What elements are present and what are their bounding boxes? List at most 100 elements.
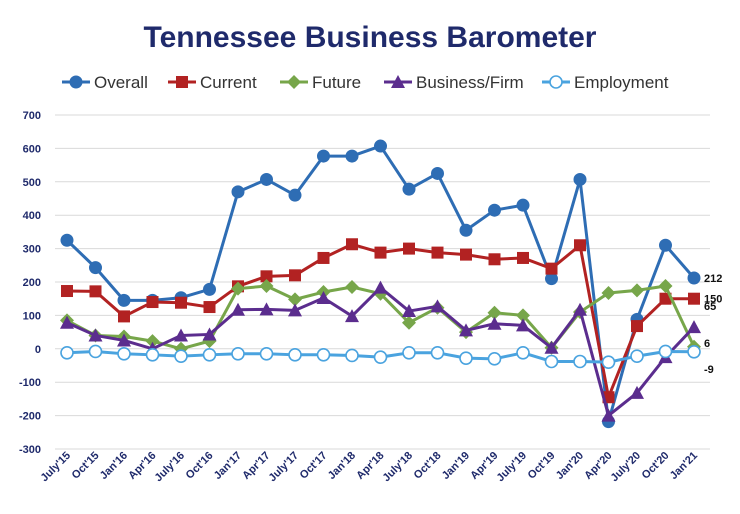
data-point-business-firm bbox=[117, 333, 131, 347]
legend-label: Current bbox=[200, 73, 257, 92]
data-point-future bbox=[516, 308, 530, 323]
x-tick-label: Oct'18 bbox=[412, 450, 444, 482]
x-tick-label: Jan'21 bbox=[668, 450, 700, 482]
data-point-business-firm bbox=[516, 318, 530, 332]
data-point-business-firm bbox=[288, 303, 302, 317]
series-group bbox=[60, 139, 701, 429]
data-point-business-firm bbox=[573, 302, 587, 316]
y-tick-label: -200 bbox=[19, 411, 41, 423]
data-point-overall bbox=[516, 198, 530, 212]
data-point-business-firm bbox=[430, 299, 445, 313]
data-point-current bbox=[374, 246, 387, 259]
legend-label: Overall bbox=[94, 73, 148, 92]
x-tick-label: Oct'20 bbox=[640, 450, 672, 482]
end-label-current: 150 bbox=[704, 294, 722, 306]
y-axis: -300 -200 -100 0 100 200 300 400 500 600 700 bbox=[19, 110, 41, 456]
x-tick-label: Jan'16 bbox=[98, 450, 130, 482]
x-tick-label: July'18 bbox=[381, 450, 416, 485]
legend-item-current: Current bbox=[168, 73, 257, 92]
data-point-current bbox=[688, 292, 700, 305]
y-tick-label: 500 bbox=[23, 177, 41, 189]
data-point-overall bbox=[317, 149, 330, 163]
end-label-overall: 212 bbox=[704, 273, 722, 285]
data-point-business-firm bbox=[373, 280, 388, 294]
x-tick-label: Oct'17 bbox=[298, 450, 330, 482]
data-point-current bbox=[175, 296, 187, 309]
data-point-employment bbox=[630, 349, 644, 363]
data-point-business-firm bbox=[459, 323, 473, 337]
data-point-employment bbox=[573, 354, 587, 369]
legend-item-employment: Employment bbox=[542, 73, 669, 92]
data-point-overall bbox=[402, 182, 416, 196]
legend-marker bbox=[391, 75, 405, 88]
data-point-current bbox=[346, 238, 358, 251]
data-point-employment bbox=[202, 348, 217, 362]
data-point-employment bbox=[459, 351, 473, 365]
data-point-employment bbox=[345, 348, 359, 363]
data-point-current bbox=[146, 296, 159, 309]
x-tick-label: Oct'15 bbox=[70, 450, 102, 482]
data-point-current bbox=[488, 253, 501, 266]
data-point-current bbox=[460, 248, 472, 261]
data-point-overall bbox=[60, 233, 74, 247]
data-point-employment bbox=[259, 347, 274, 361]
chart-title: Tennessee Business Barometer bbox=[144, 21, 597, 54]
data-point-current bbox=[61, 285, 73, 298]
y-tick-label: 300 bbox=[23, 244, 41, 256]
data-point-overall bbox=[345, 149, 359, 163]
data-point-overall bbox=[288, 188, 302, 202]
end-label-business-firm: 65 bbox=[704, 301, 716, 313]
data-point-business-firm bbox=[544, 340, 559, 354]
data-point-future bbox=[601, 286, 616, 301]
data-point-future bbox=[487, 305, 502, 320]
legend-item-overall: Overall bbox=[62, 73, 148, 92]
end-labels: 212 150 6 65 -9 bbox=[704, 273, 722, 376]
data-point-current bbox=[545, 262, 558, 275]
x-tick-label: July'20 bbox=[609, 450, 644, 485]
data-point-employment bbox=[487, 352, 502, 366]
legend-marker bbox=[549, 75, 563, 89]
data-point-future bbox=[345, 280, 359, 295]
data-point-current bbox=[574, 239, 586, 252]
data-point-current bbox=[631, 320, 643, 333]
x-tick-label: Jan'17 bbox=[212, 450, 244, 482]
data-point-employment bbox=[402, 346, 416, 360]
data-point-business-firm bbox=[88, 328, 103, 342]
data-point-employment bbox=[174, 349, 188, 363]
x-tick-label: Jan'19 bbox=[440, 450, 472, 482]
data-point-future bbox=[288, 292, 302, 307]
data-point-overall bbox=[459, 223, 473, 237]
data-point-current bbox=[431, 246, 444, 259]
y-tick-label: -300 bbox=[19, 444, 41, 456]
data-point-future bbox=[630, 283, 644, 298]
data-point-employment bbox=[544, 354, 559, 369]
series-line-current bbox=[66, 242, 694, 399]
data-point-overall bbox=[573, 172, 587, 186]
data-point-current bbox=[289, 269, 301, 282]
series-employment bbox=[60, 344, 701, 369]
data-point-overall bbox=[374, 139, 387, 153]
legend: Overall Current Future Business/Firm Employm… bbox=[62, 73, 669, 92]
data-point-business-firm bbox=[687, 320, 701, 334]
data-point-current bbox=[203, 301, 216, 314]
data-point-overall bbox=[117, 293, 131, 307]
data-point-employment bbox=[516, 346, 530, 360]
data-point-future bbox=[402, 315, 416, 330]
legend-item-future: Future bbox=[280, 73, 361, 92]
data-point-business-firm bbox=[202, 327, 217, 341]
data-point-employment bbox=[88, 344, 103, 359]
x-tick-label: Jan'20 bbox=[554, 450, 586, 482]
data-point-overall bbox=[260, 172, 273, 186]
data-point-business-firm bbox=[630, 385, 644, 399]
y-tick-label: -100 bbox=[19, 377, 41, 389]
data-point-employment bbox=[316, 348, 331, 362]
data-point-employment bbox=[430, 346, 445, 360]
data-point-future bbox=[259, 279, 274, 294]
data-point-employment bbox=[117, 347, 131, 361]
series-overall bbox=[60, 139, 701, 429]
data-point-employment bbox=[60, 346, 74, 360]
y-tick-label: 200 bbox=[23, 277, 41, 289]
data-point-employment bbox=[145, 348, 160, 362]
data-point-future bbox=[231, 281, 245, 296]
